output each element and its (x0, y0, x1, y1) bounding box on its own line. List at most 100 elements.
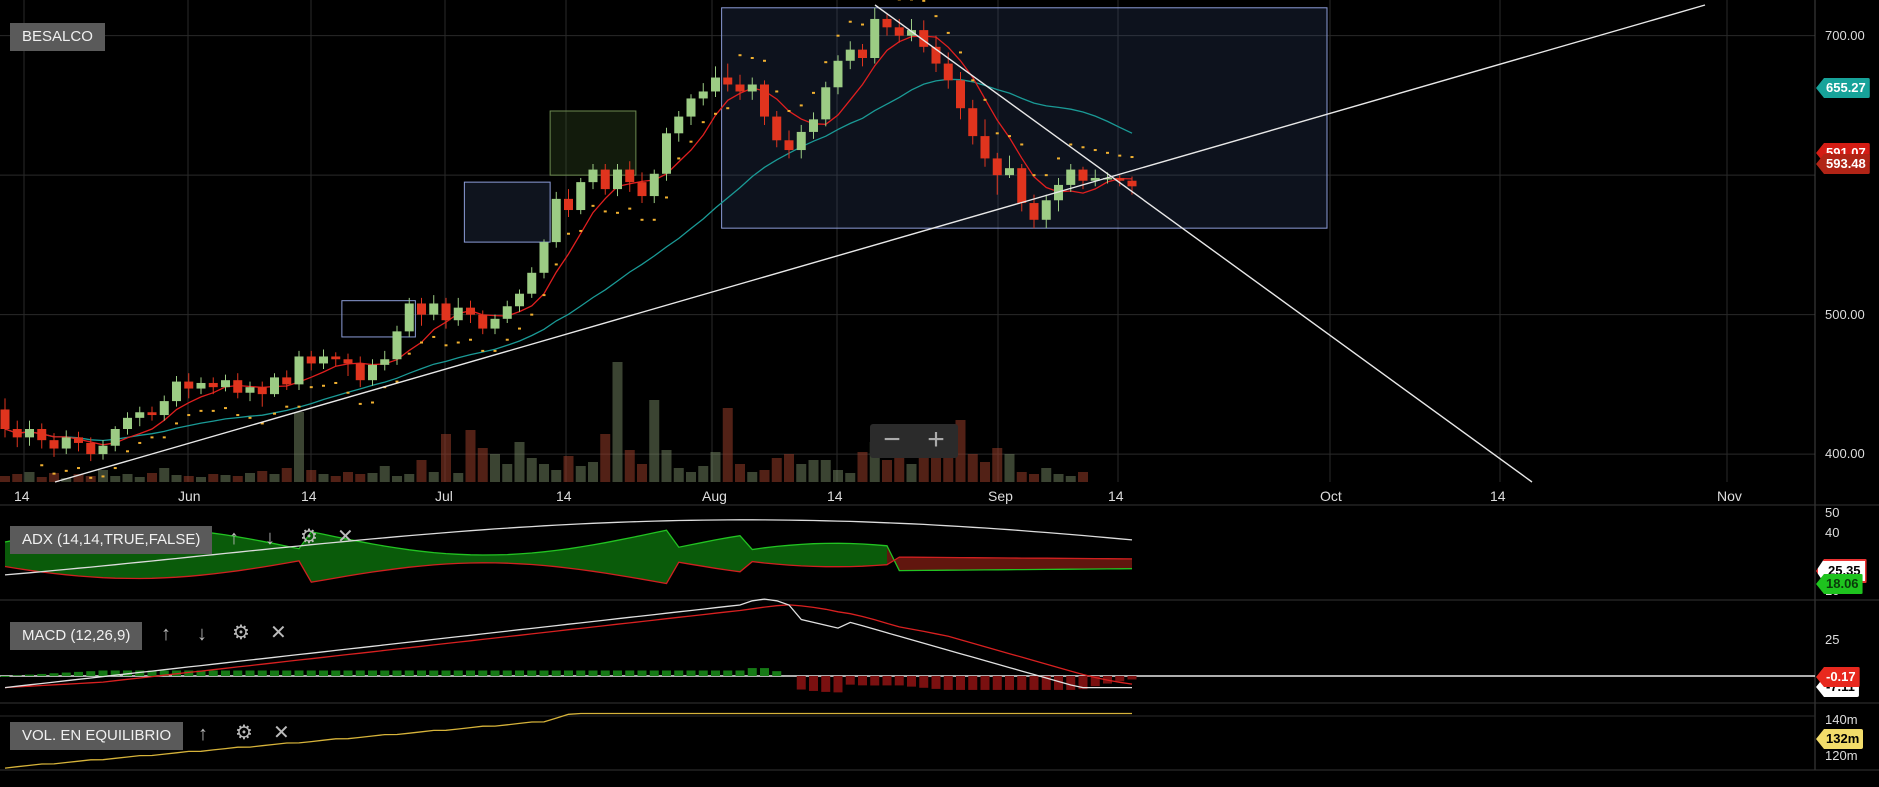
sar-dot (518, 327, 521, 330)
volume-bar (845, 473, 856, 482)
sar-dot (934, 15, 938, 18)
sar-dot (812, 91, 815, 94)
macd-histogram-bar (576, 670, 586, 676)
y-tick-label: 500.00 (1825, 306, 1865, 322)
macd-panel-label: MACD (12,26,9) (10, 622, 143, 650)
sar-dot (52, 472, 56, 475)
sar-dot (89, 476, 93, 479)
zoom-control: − + (870, 424, 958, 458)
sar-dot (799, 104, 803, 107)
volume-bar (428, 472, 439, 482)
candle-body (147, 412, 157, 416)
sar-dot (346, 391, 350, 394)
trend-line-support (54, 4, 1706, 483)
macd-histogram-bar (1115, 676, 1125, 682)
volume-bar (918, 458, 929, 482)
macd-histogram-bar (796, 676, 806, 690)
candle-body (1103, 177, 1112, 180)
volume-bar (894, 454, 905, 482)
volume-bar (931, 434, 941, 482)
volume-bar (441, 434, 451, 482)
macd-line (4, 598, 1132, 689)
candle-body (306, 356, 316, 364)
plus-icon[interactable]: + (927, 423, 945, 456)
arrow-down-icon[interactable]: ↓ (265, 527, 275, 549)
sar-dot (861, 23, 864, 26)
arrow-up-icon[interactable]: ↑ (198, 723, 208, 745)
minus-icon[interactable]: − (883, 423, 901, 456)
candle-body (711, 77, 720, 92)
candle-body (208, 382, 218, 388)
sar-dot (420, 341, 423, 344)
macd-histogram-bar (600, 670, 610, 676)
sar-dot (750, 57, 754, 59)
macd-histogram-bar (907, 676, 916, 687)
arrow-up-icon[interactable]: ↑ (161, 623, 171, 645)
volume-bar (1065, 476, 1076, 482)
macd-histogram-bar (649, 670, 659, 676)
arrow-down-icon[interactable]: ↓ (197, 623, 207, 645)
x-tick-label: Nov (1717, 488, 1742, 504)
candle-body (441, 303, 451, 321)
volume-bar (122, 474, 133, 482)
macd-histogram-bar (392, 670, 402, 676)
close-icon[interactable]: ✕ (337, 526, 354, 548)
volume-bar (343, 472, 353, 482)
volume-bar (171, 475, 182, 482)
sar-dot (665, 196, 668, 199)
macd-histogram-bar (760, 668, 769, 676)
candle-body (747, 84, 757, 92)
candle-body (453, 307, 463, 321)
candle-body (343, 359, 353, 364)
trend-line-resistance (874, 4, 1533, 483)
candle-body (649, 173, 659, 197)
macd-histogram-bar (662, 670, 671, 676)
x-tick-label: 14 (1108, 488, 1124, 504)
volume-bar (563, 456, 574, 482)
volume-bar (637, 464, 647, 482)
macd-histogram-bar (221, 670, 230, 676)
macd-histogram-bar (355, 670, 365, 676)
macd-histogram-bar (527, 670, 537, 676)
adx-tag-plus: 18.06 (1816, 574, 1863, 594)
sar-dot (848, 20, 852, 23)
adx-panel-label: ADX (14,14,TRUE,FALSE) (10, 526, 213, 554)
sar-dot (652, 218, 656, 221)
sar-dot (763, 59, 766, 62)
macd-histogram-bar (968, 676, 978, 690)
volume-bar (49, 473, 59, 482)
candle-body (588, 169, 598, 183)
candle-body (1115, 177, 1125, 181)
sar-dot (714, 112, 717, 115)
candle-body (772, 116, 782, 141)
close-icon[interactable]: ✕ (270, 622, 287, 644)
close-icon[interactable]: ✕ (273, 722, 290, 744)
macd-histogram-bar (539, 670, 549, 676)
macd-histogram-bar (1005, 676, 1014, 690)
candle-body (551, 198, 561, 243)
macd-signal-line (4, 604, 1133, 689)
candle-body (282, 377, 292, 385)
candle-body (245, 387, 255, 393)
candle-body (600, 169, 610, 190)
gear-icon[interactable]: ⚙ (300, 526, 318, 548)
gear-icon[interactable]: ⚙ (235, 722, 253, 744)
macd-histogram-bar (747, 668, 757, 676)
sar-dot (113, 467, 117, 470)
sar-dot (689, 140, 693, 143)
arrow-up-icon[interactable]: ↑ (229, 527, 239, 549)
volume-bar (306, 470, 317, 482)
volume-bar (85, 476, 96, 482)
sar-dot (224, 407, 227, 410)
sar-dot (567, 232, 570, 235)
candle-body (539, 242, 549, 273)
sar-dot (371, 401, 374, 404)
macd-histogram-bar (368, 670, 377, 676)
candle-body (257, 387, 267, 395)
macd-histogram-bar (735, 670, 745, 676)
candle-body (392, 331, 402, 360)
gear-icon[interactable]: ⚙ (232, 622, 250, 644)
macd-histogram-bar (1041, 676, 1051, 690)
sar-dot (444, 344, 448, 347)
